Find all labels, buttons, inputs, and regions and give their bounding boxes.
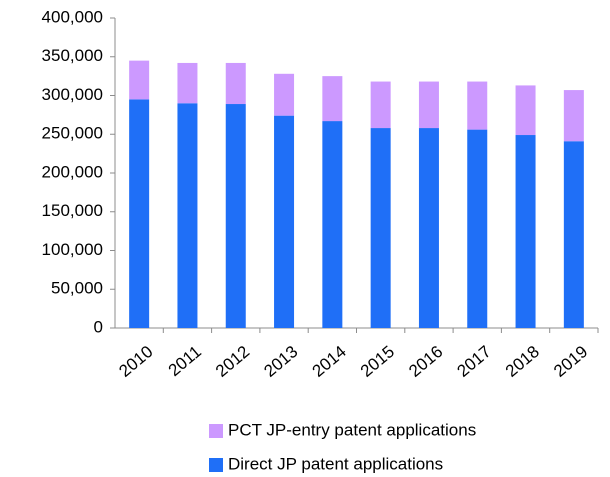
bar-segment bbox=[322, 121, 343, 328]
bar-segment bbox=[177, 62, 198, 104]
legend-label: Direct JP patent applications bbox=[228, 454, 443, 473]
bar-segment bbox=[418, 128, 439, 328]
x-tick-label: 2013 bbox=[260, 342, 301, 381]
bar-segment bbox=[177, 103, 198, 328]
y-tick-label: 400,000 bbox=[42, 7, 103, 26]
legend-swatch bbox=[209, 424, 223, 438]
bar-segment bbox=[322, 76, 343, 122]
x-tick-label: 2017 bbox=[454, 342, 495, 381]
bar-segment bbox=[225, 62, 246, 105]
x-tick-label: 2011 bbox=[165, 342, 205, 380]
bar-segment bbox=[467, 129, 488, 328]
x-tick-label: 2014 bbox=[309, 342, 350, 381]
bar-segment bbox=[274, 73, 295, 116]
y-tick-label: 0 bbox=[94, 317, 103, 336]
legend-label: PCT JP-entry patent applications bbox=[228, 420, 476, 439]
bar-segment bbox=[370, 128, 391, 328]
bar-segment bbox=[225, 104, 246, 329]
y-tick-label: 100,000 bbox=[42, 240, 103, 259]
y-tick-label: 200,000 bbox=[42, 162, 103, 181]
bar-segment bbox=[467, 81, 488, 130]
x-tick-label: 2018 bbox=[502, 342, 543, 381]
legend-swatch bbox=[209, 458, 223, 472]
x-tick-label: 2019 bbox=[550, 342, 591, 381]
x-tick-label: 2012 bbox=[212, 342, 253, 381]
y-tick-label: 50,000 bbox=[51, 279, 103, 298]
bar-segment bbox=[129, 99, 150, 328]
y-tick-label: 250,000 bbox=[42, 124, 103, 143]
bar-segment bbox=[515, 85, 536, 136]
y-tick-label: 350,000 bbox=[42, 46, 103, 65]
bar-segment bbox=[563, 141, 584, 328]
bar-segment bbox=[129, 60, 150, 100]
x-tick-label: 2015 bbox=[357, 342, 398, 381]
bar-segment bbox=[274, 115, 295, 329]
x-tick-label: 2016 bbox=[405, 342, 446, 381]
bar-segment bbox=[515, 135, 536, 328]
y-tick-label: 300,000 bbox=[42, 85, 103, 104]
x-tick-label: 2010 bbox=[115, 342, 156, 381]
bar-segment bbox=[418, 81, 439, 129]
bar-segment bbox=[563, 90, 584, 142]
y-tick-label: 150,000 bbox=[42, 201, 103, 220]
bar-segment bbox=[370, 81, 391, 129]
